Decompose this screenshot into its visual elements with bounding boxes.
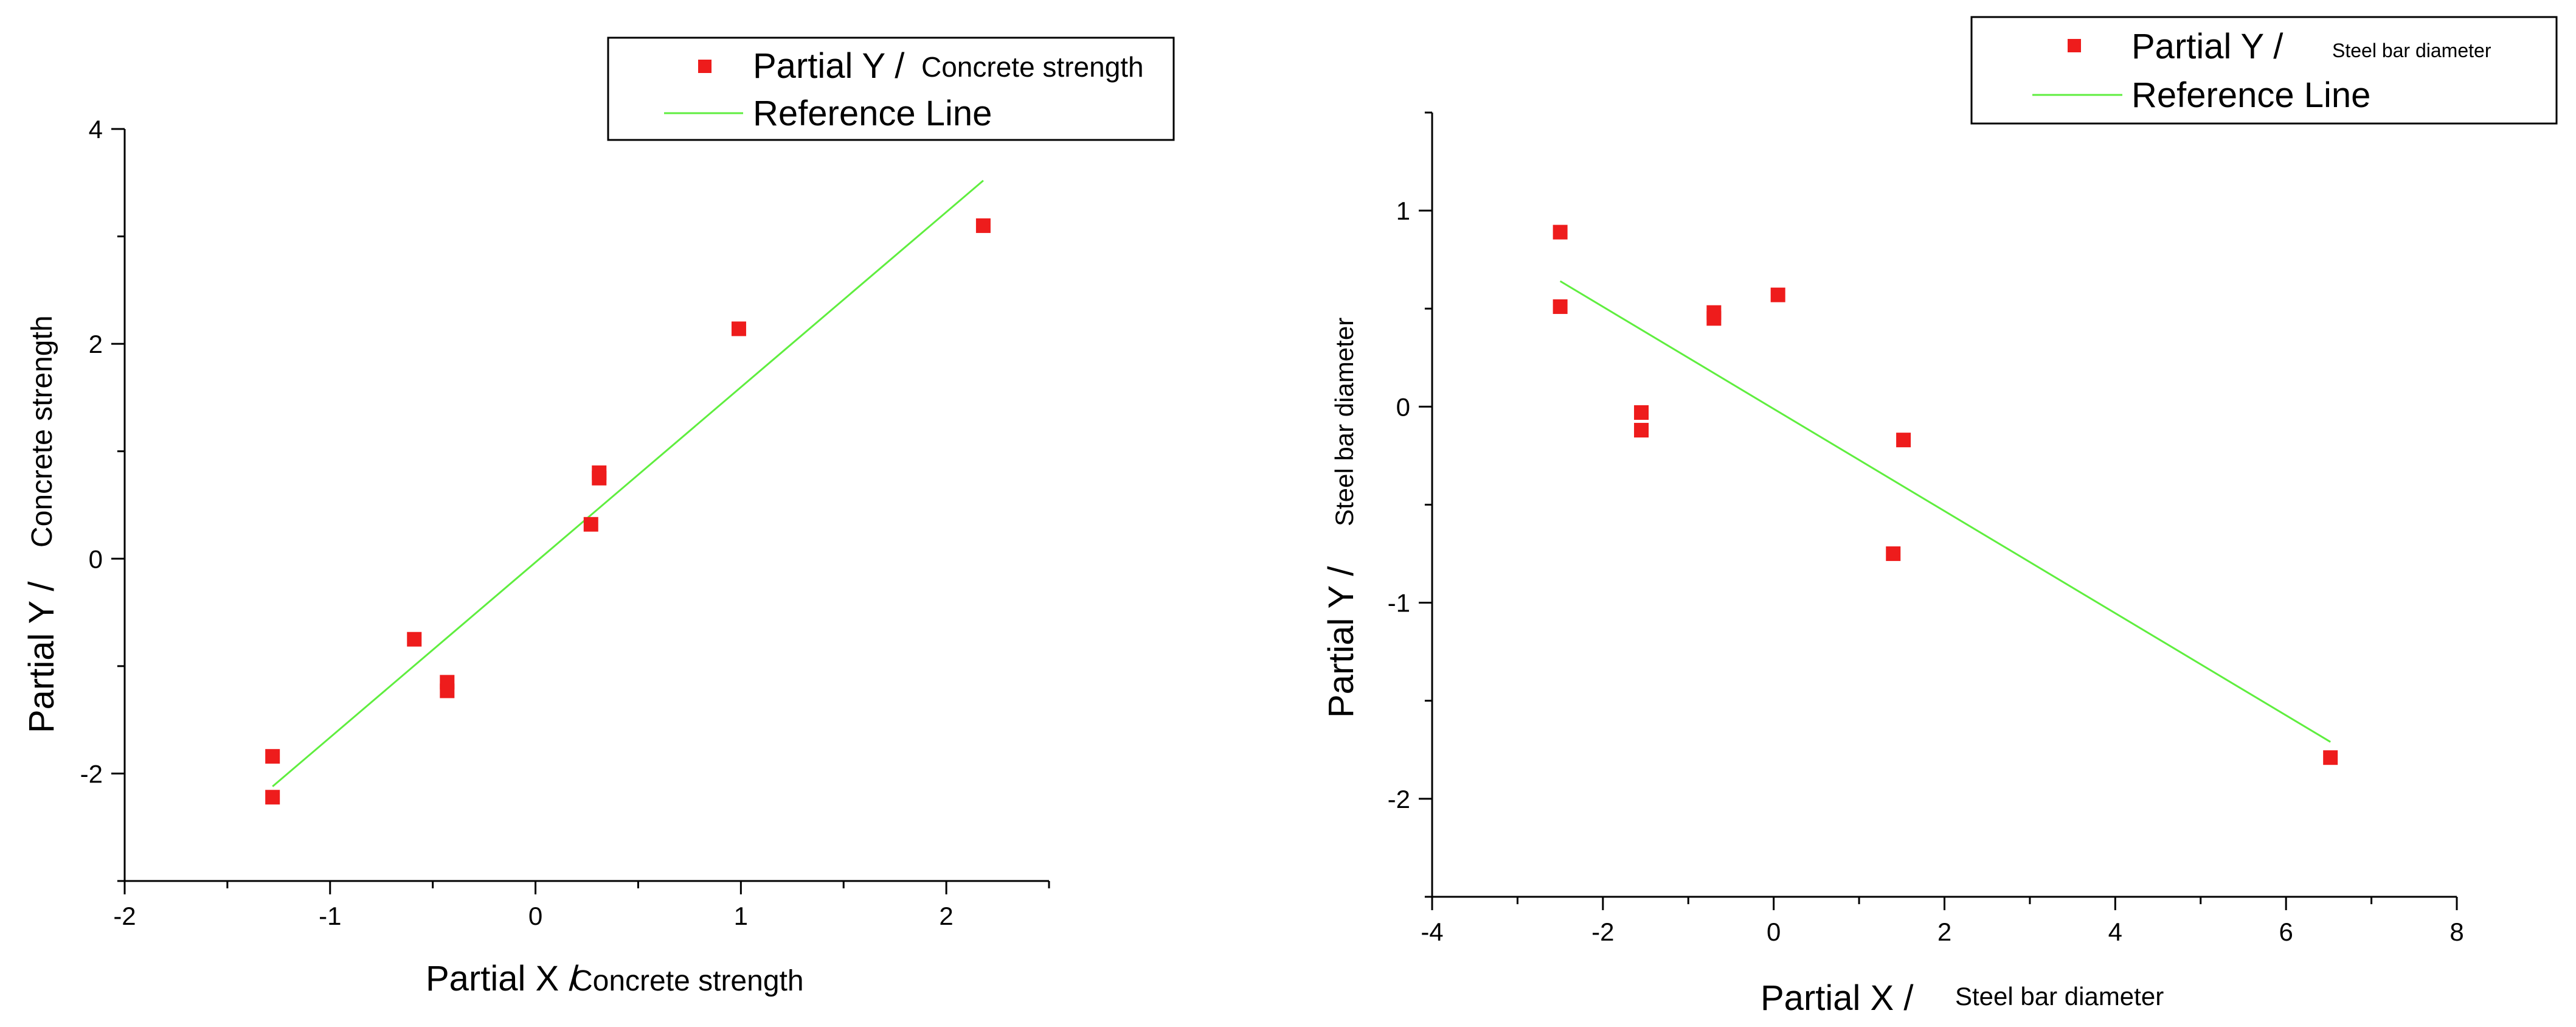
x-axis-title-detail: Concrete strength xyxy=(572,965,804,997)
legend-marker-square xyxy=(698,60,712,73)
legend: Partial Y / Concrete strength Reference … xyxy=(607,37,1175,141)
x-axis-ticks: -4 -2 0 2 4 6 8 xyxy=(1421,897,2464,946)
y-tick-label: 2 xyxy=(89,330,103,358)
x-tick-label: 1 xyxy=(734,902,748,930)
x-tick-label: 2 xyxy=(939,902,953,930)
reference-line-layer xyxy=(272,179,984,787)
y-axis-title-detail: Concrete strength xyxy=(26,315,58,548)
y-tick-label: -2 xyxy=(80,759,103,788)
reference-line-layer xyxy=(1559,280,2331,743)
data-point xyxy=(975,218,991,233)
data-point xyxy=(1553,225,1568,240)
data-point xyxy=(592,470,607,486)
data-point xyxy=(1634,405,1649,420)
data-points xyxy=(1553,225,2338,765)
data-point xyxy=(1896,433,1911,448)
x-tick-label: -2 xyxy=(113,902,136,930)
data-point xyxy=(1770,287,1785,302)
legend-label: Partial Y / xyxy=(753,46,905,86)
data-point xyxy=(265,790,280,805)
x-tick-label: 6 xyxy=(2279,917,2293,946)
x-tick-label: 8 xyxy=(2450,917,2463,946)
data-point xyxy=(1706,311,1722,326)
reference-line xyxy=(1559,280,2331,743)
x-tick-label: 0 xyxy=(528,902,542,930)
reference-line xyxy=(272,179,984,787)
y-axis-title: Partial Y / xyxy=(1321,566,1361,718)
y-axis-ticks: -2 -1 0 1 xyxy=(1388,111,1432,898)
y-tick-label: -2 xyxy=(1388,785,1410,813)
data-point xyxy=(1886,546,1901,562)
chart-steel-bar-diameter: -2 -1 0 1 -4 -2 0 2 4 6 8 Partial X / Steel bar d… xyxy=(1321,16,2558,1018)
legend: Partial Y / Steel bar diameter Reference… xyxy=(1970,16,2558,125)
legend-label: Partial Y / xyxy=(2131,27,2283,66)
y-axis-title-detail: Steel bar diameter xyxy=(1330,318,1359,526)
x-tick-label: -1 xyxy=(319,902,341,930)
x-axis-title: Partial X / xyxy=(1761,978,1914,1018)
y-tick-label: 0 xyxy=(89,545,103,573)
y-tick-label: 0 xyxy=(1396,392,1410,421)
data-point xyxy=(1553,299,1568,315)
x-axis-ticks: -2 -1 0 1 2 xyxy=(113,881,1050,930)
legend-label-detail: Concrete strength xyxy=(921,51,1144,83)
x-tick-label: -4 xyxy=(1421,917,1443,946)
x-tick-label: 2 xyxy=(1937,917,1951,946)
legend-marker-square xyxy=(2068,39,2081,52)
y-tick-label: 4 xyxy=(89,115,103,144)
data-point xyxy=(1634,423,1649,438)
x-tick-label: 4 xyxy=(2108,917,2122,946)
data-point xyxy=(407,632,422,647)
legend-label: Reference Line xyxy=(753,94,992,133)
y-tick-label: -1 xyxy=(1388,589,1410,618)
y-tick-label: 1 xyxy=(1396,197,1410,225)
x-axis-title: Partial X / xyxy=(426,959,579,998)
x-tick-label: -2 xyxy=(1591,917,1614,946)
data-point xyxy=(2323,750,2338,765)
data-point xyxy=(583,517,598,532)
data-point xyxy=(731,321,746,336)
x-tick-label: 0 xyxy=(1767,917,1781,946)
y-axis-title: Partial Y / xyxy=(22,581,61,733)
legend-box xyxy=(1970,16,2558,125)
data-points xyxy=(265,218,991,805)
chart-concrete-strength: -2 0 2 4 -2 -1 0 1 2 Partial X / Concrete stren… xyxy=(22,37,1175,998)
y-axis-ticks: -2 0 2 4 xyxy=(80,115,125,882)
legend-label: Reference Line xyxy=(2131,75,2370,115)
x-axis-title-detail: Steel bar diameter xyxy=(1955,982,2164,1011)
data-point xyxy=(440,683,455,698)
legend-box xyxy=(607,37,1175,141)
legend-label-detail: Steel bar diameter xyxy=(2332,40,2491,61)
data-point xyxy=(265,749,280,764)
